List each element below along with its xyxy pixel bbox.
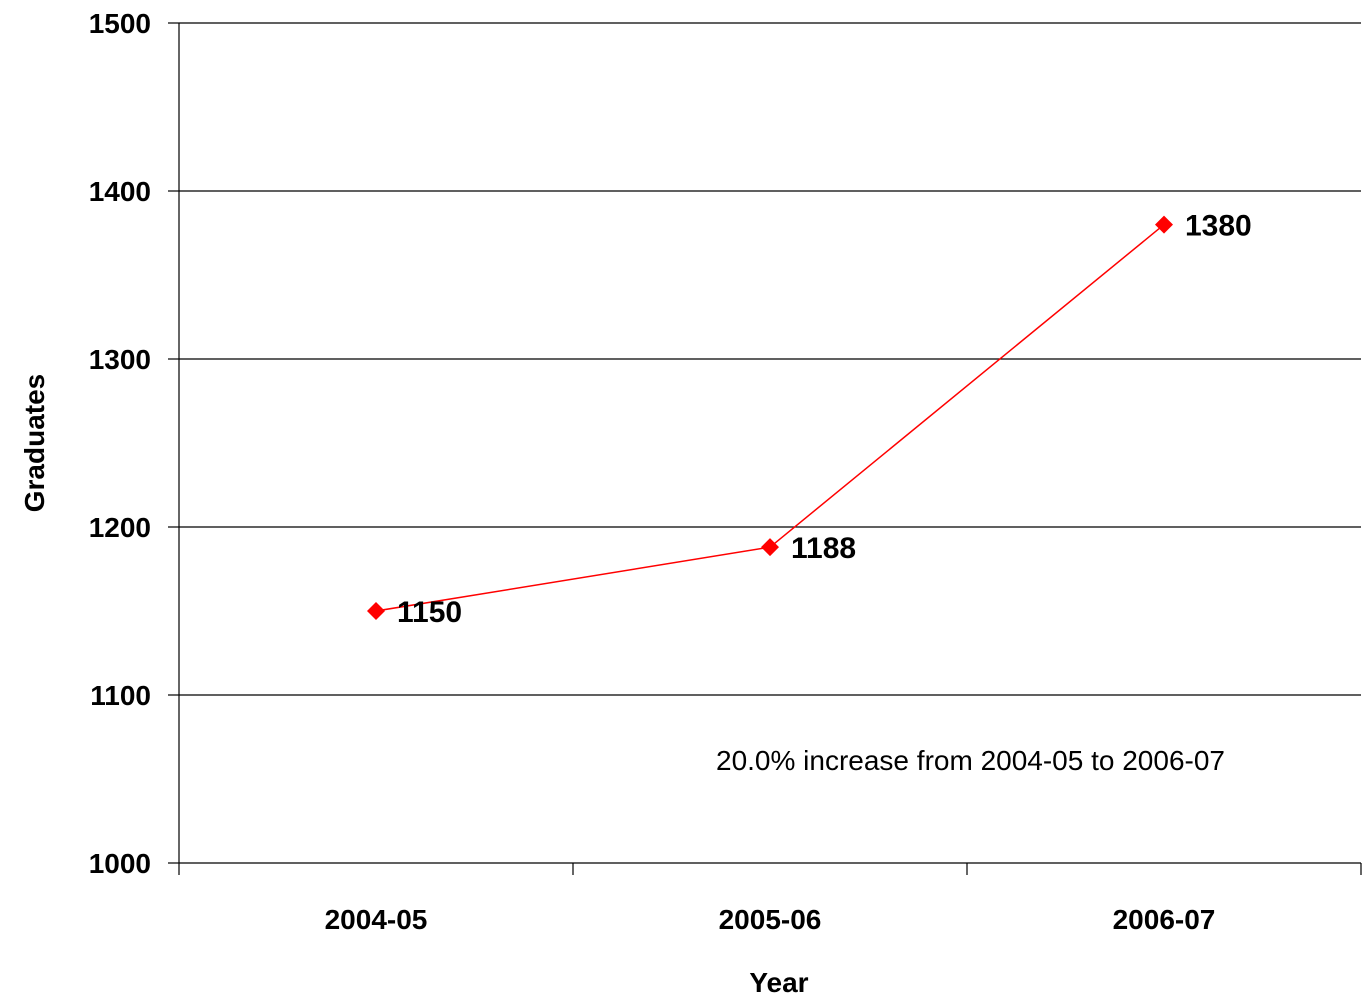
- x-tick-label: 2004-05: [325, 904, 428, 935]
- y-tick-label: 1100: [90, 680, 151, 711]
- y-tick-label: 1000: [89, 848, 151, 879]
- annotation-text: 20.0% increase from 2004-05 to 2006-07: [716, 745, 1225, 776]
- data-label: 1188: [791, 532, 856, 565]
- axes: [168, 22, 1362, 875]
- data-point-marker: [1155, 215, 1173, 234]
- y-axis-title: Graduates: [19, 374, 50, 513]
- data-point-marker: [367, 602, 385, 620]
- x-axis-title: Year: [749, 967, 808, 998]
- x-tick-label: 2005-06: [719, 904, 822, 935]
- data-point-marker: [761, 538, 779, 557]
- data-labels: 1150 1188 1380: [397, 210, 1252, 629]
- y-tick-label: 1400: [89, 176, 151, 207]
- gridlines: [179, 22, 1361, 696]
- y-tick-label: 1200: [89, 512, 151, 543]
- data-label: 1150: [397, 596, 462, 629]
- x-tick-label: 2006-07: [1113, 904, 1216, 935]
- y-tick-labels: 1000 1100 1200 1300 1400 1500: [89, 8, 151, 879]
- y-tick-label: 1300: [89, 344, 151, 375]
- series: [367, 215, 1173, 620]
- data-label: 1380: [1185, 210, 1252, 243]
- y-tick-label: 1500: [89, 8, 151, 39]
- x-tick-labels: 2004-05 2005-06 2006-07: [325, 904, 1216, 935]
